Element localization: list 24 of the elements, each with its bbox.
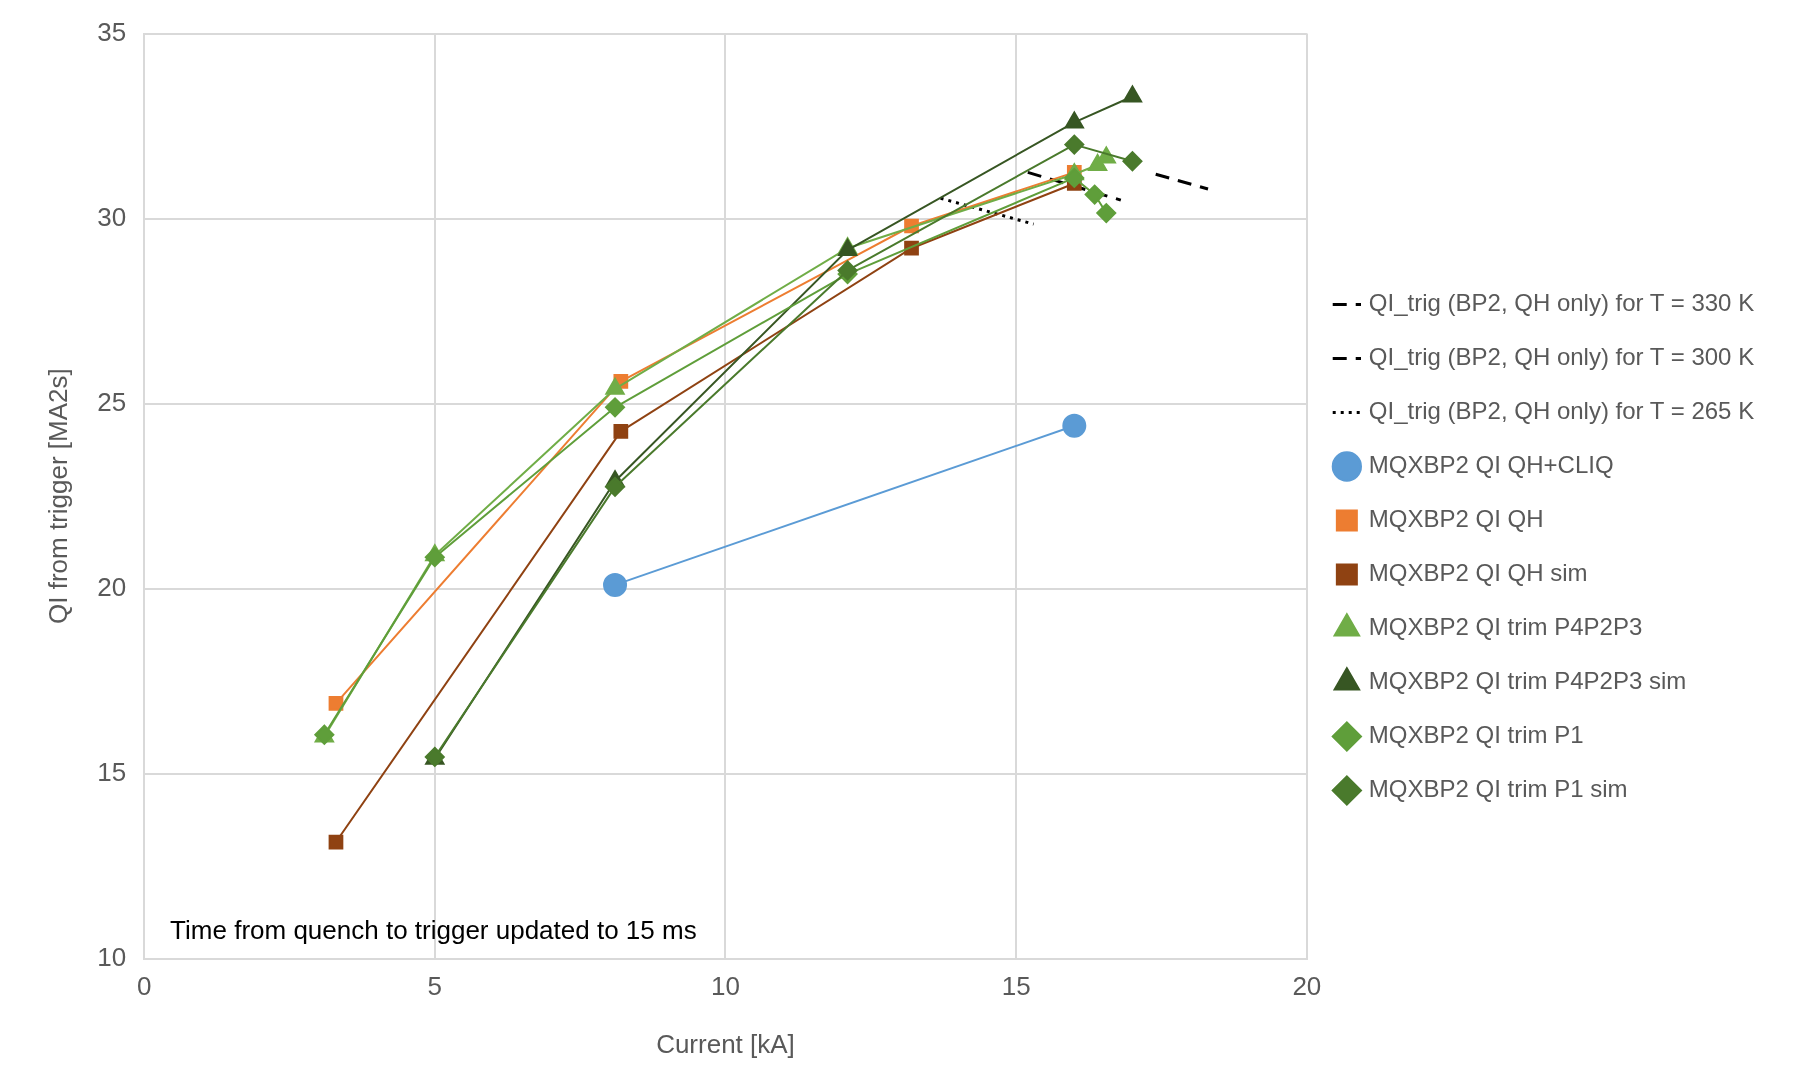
y-tick-label: 30 <box>97 201 127 232</box>
legend-label: QI_trig (BP2, QH only) for T = 300 K <box>1368 343 1755 371</box>
annotation: Time from quench to trigger updated to 15 ms <box>170 914 697 945</box>
legend-label: MQXBP2 QI QH+CLIQ <box>1368 451 1614 479</box>
y-tick-label: 15 <box>97 756 127 787</box>
y-tick-label: 35 <box>97 16 127 47</box>
legend-label: MQXBP2 QI QH <box>1368 505 1544 533</box>
legend-label: QI_trig (BP2, QH only) for T = 265 K <box>1368 397 1755 425</box>
legend-label: MQXBP2 QI trim P1 sim <box>1368 775 1628 803</box>
legend-label: MQXBP2 QI trim P1 <box>1368 721 1584 749</box>
legend-label: QI_trig (BP2, QH only) for T = 330 K <box>1368 289 1755 317</box>
legend-label: MQXBP2 QI trim P4P2P3 <box>1368 613 1643 641</box>
y-tick-label: 25 <box>97 386 127 417</box>
x-tick-label: 10 <box>711 971 740 1002</box>
y-tick-label: 10 <box>97 941 127 972</box>
x-tick-label: 15 <box>1001 971 1031 1002</box>
legend-label: MQXBP2 QI QH sim <box>1368 559 1588 587</box>
x-tick-label: 20 <box>1292 971 1322 1002</box>
y-axis-title: QI from trigger [MA2s] <box>42 368 73 624</box>
y-tick-label: 20 <box>97 571 127 602</box>
legend-label: MQXBP2 QI trim P4P2P3 sim <box>1368 667 1687 695</box>
x-axis-title: Current [kA] <box>656 1028 795 1059</box>
x-tick-label: 5 <box>427 971 443 1002</box>
x-tick-label: 0 <box>136 971 152 1002</box>
